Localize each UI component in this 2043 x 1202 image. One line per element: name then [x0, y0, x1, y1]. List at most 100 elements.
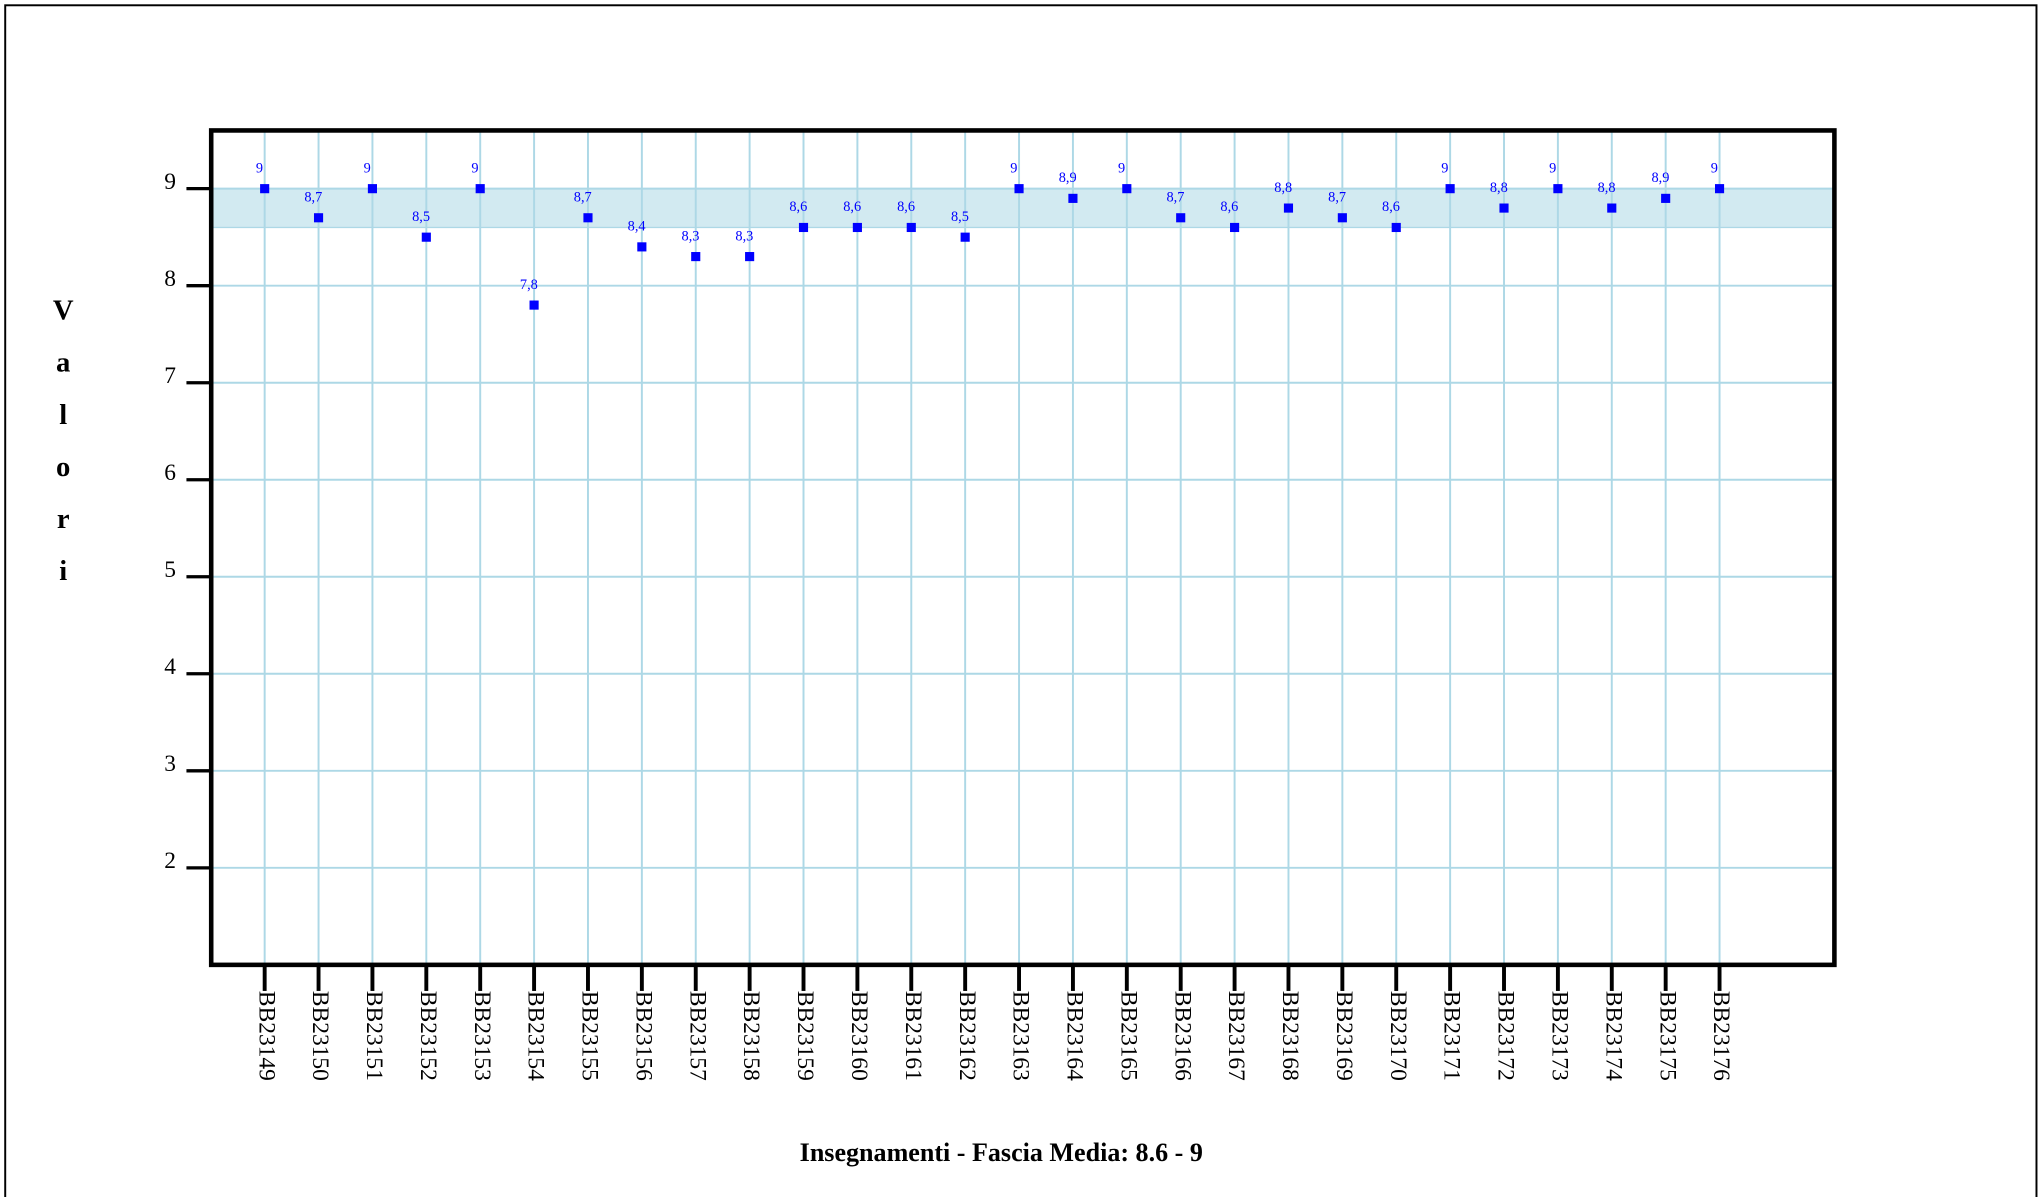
value-label: 9 — [1010, 160, 1017, 176]
x-tick-label: BB23162 — [954, 991, 980, 1081]
point — [906, 222, 916, 233]
point — [1391, 222, 1401, 233]
point — [1499, 203, 1509, 213]
y-tick-label: 4 — [164, 654, 176, 680]
value-label: 9 — [1118, 160, 1125, 176]
x-tick-label: BB23171 — [1439, 991, 1465, 1081]
value-label: 8,8 — [1598, 180, 1616, 196]
value-label: 8,5 — [951, 209, 969, 225]
value-label: 8,4 — [628, 219, 646, 235]
value-label: 8,7 — [1328, 190, 1346, 206]
value-label: 8,6 — [1382, 199, 1400, 215]
plot-frame — [208, 128, 1837, 968]
value-label: 8,6 — [843, 199, 861, 215]
x-tick-label: BB23153 — [469, 991, 495, 1081]
x-tick-label: BB23164 — [1062, 991, 1088, 1081]
x-tick-label: BB23156 — [630, 991, 656, 1081]
point — [1337, 213, 1347, 223]
point — [529, 300, 539, 310]
x-tick-label: BB23173 — [1547, 991, 1573, 1081]
point — [583, 213, 593, 223]
value-label: 8,6 — [1220, 199, 1238, 215]
point — [1176, 213, 1186, 223]
point — [421, 232, 431, 242]
x-tick-label: BB23167 — [1223, 991, 1249, 1081]
y-tick-label: 3 — [164, 751, 176, 777]
value-label: 9 — [471, 160, 478, 176]
value-label: 8,3 — [682, 228, 700, 244]
point — [1714, 184, 1725, 194]
x-tick-label: BB23174 — [1600, 991, 1626, 1081]
point — [745, 252, 755, 262]
x-tick-label: BB23154 — [523, 991, 549, 1081]
x-tick-label: BB23161 — [900, 991, 926, 1081]
y-label-box: Valori Medi — [46, 293, 80, 607]
x-tick-label: BB23150 — [307, 991, 333, 1081]
value-label: 8,6 — [897, 199, 915, 215]
y-tick-label: 8 — [164, 266, 176, 292]
x-tick-label: BB23170 — [1385, 991, 1411, 1081]
value-label: 8,3 — [735, 228, 753, 244]
y-tick-label: 6 — [164, 460, 176, 486]
point — [637, 242, 647, 252]
x-tick-label: BB23168 — [1277, 991, 1303, 1081]
point — [1122, 184, 1132, 194]
value-label: 9 — [364, 160, 371, 176]
value-label: 8,9 — [1651, 170, 1669, 186]
value-label: 8,7 — [304, 190, 322, 206]
point — [1068, 193, 1078, 203]
value-label: 7,8 — [520, 277, 538, 293]
value-label: 9 — [256, 160, 263, 176]
point — [1014, 184, 1024, 194]
x-tick-label: BB23169 — [1331, 991, 1357, 1081]
chart-title: Insegnamenti - Fascia Media: 8.6 - 9 — [800, 1138, 1203, 1167]
x-tick-label: BB23166 — [1169, 991, 1195, 1081]
point — [960, 232, 970, 242]
y-tick-label: 7 — [164, 363, 176, 389]
point — [260, 184, 270, 194]
x-tick-label: BB23151 — [361, 991, 387, 1081]
point — [1445, 184, 1455, 194]
value-label: 8,8 — [1490, 180, 1508, 196]
point — [691, 252, 701, 262]
point — [1553, 184, 1563, 194]
value-label: 8,7 — [574, 190, 592, 206]
point — [313, 213, 324, 223]
point — [367, 184, 377, 194]
x-tick-label: BB23159 — [792, 991, 818, 1081]
point — [1607, 203, 1617, 213]
y-tick-label: 9 — [164, 169, 176, 195]
value-label: 8,6 — [789, 199, 807, 215]
point — [1661, 193, 1671, 203]
page-border — [4, 4, 2038, 1202]
y-tick-label: 5 — [164, 557, 176, 583]
x-tick-label: BB23158 — [738, 991, 764, 1081]
band — [210, 188, 1836, 229]
point — [1230, 222, 1240, 233]
x-tick-label: BB23176 — [1708, 991, 1734, 1081]
x-tick-label: BB23165 — [1115, 991, 1141, 1081]
x-tick-label: BB23149 — [253, 991, 279, 1081]
value-label: 9 — [1549, 160, 1556, 176]
value-label: 9 — [1711, 160, 1718, 176]
x-tick-label: BB23157 — [684, 991, 710, 1081]
x-tick-label: BB23160 — [846, 991, 872, 1081]
x-tick-label: BB23152 — [415, 991, 441, 1081]
value-label: 8,8 — [1274, 180, 1292, 196]
point — [1283, 203, 1294, 213]
y-tick-label: 2 — [164, 848, 176, 874]
value-label: 8,5 — [412, 209, 430, 225]
x-tick-label: BB23175 — [1654, 991, 1680, 1081]
value-label: 8,9 — [1059, 170, 1077, 186]
value-label: 8,7 — [1167, 190, 1185, 206]
value-label: 9 — [1441, 160, 1448, 176]
point — [798, 222, 809, 233]
x-tick-label: BB23155 — [577, 991, 603, 1081]
y-axis-label: Valori Medi — [46, 293, 80, 607]
x-tick-label: BB23163 — [1008, 991, 1034, 1081]
x-tick-label: BB23172 — [1493, 991, 1519, 1081]
point — [852, 222, 862, 233]
point — [475, 184, 485, 194]
